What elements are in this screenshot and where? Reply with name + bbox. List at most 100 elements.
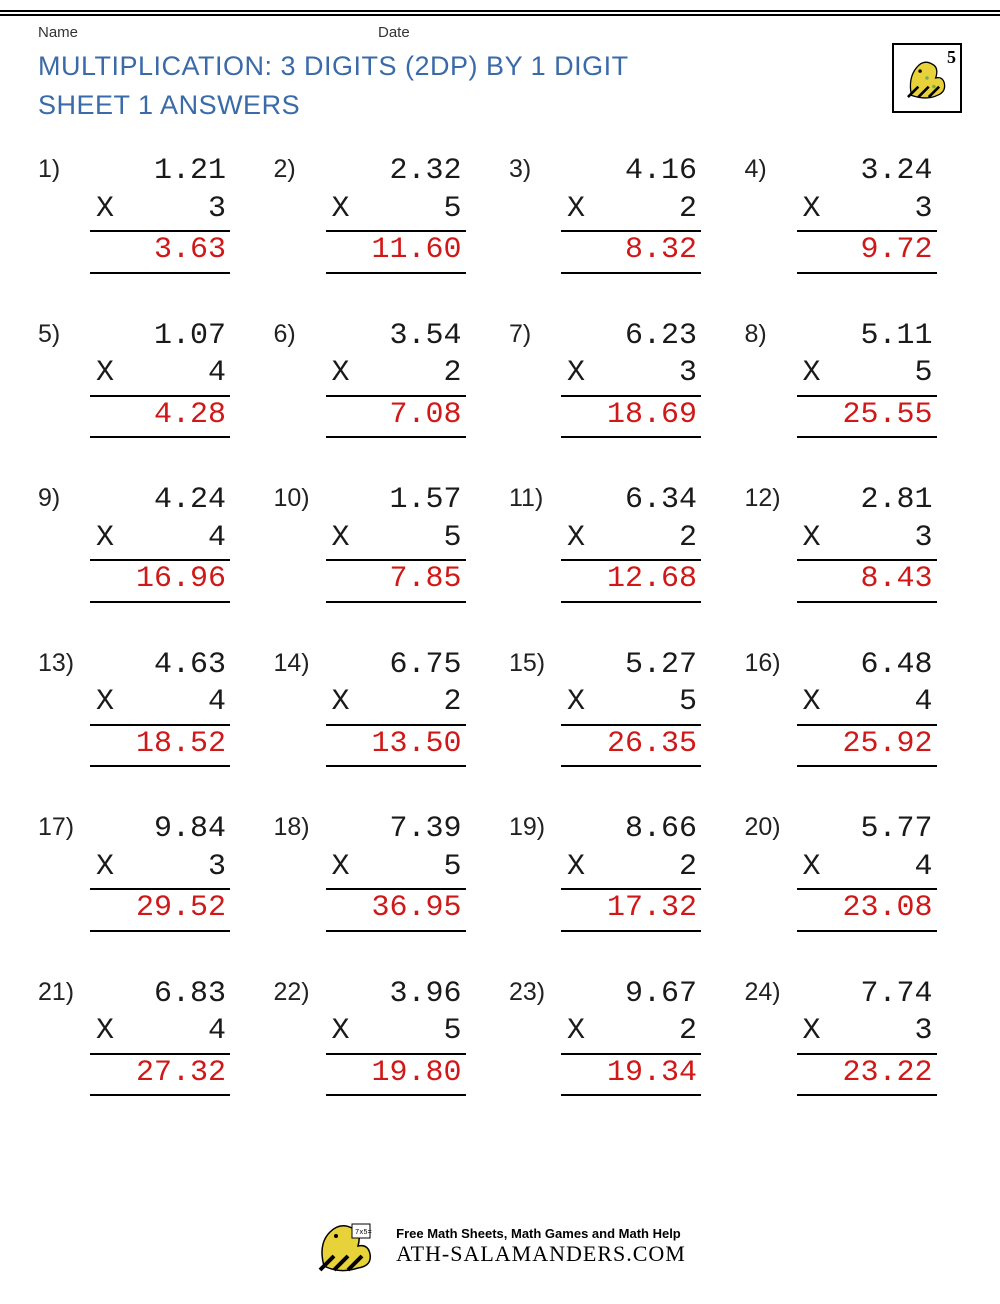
grade-badge: 5 xyxy=(892,43,962,113)
problem: 3)4.16X28.32 xyxy=(509,153,727,274)
times-symbol: X xyxy=(332,520,350,558)
worksheet-page: Name Date MULTIPLICATION: 3 DIGITS (2DP)… xyxy=(0,24,1000,1096)
problem: 10)1.57X57.85 xyxy=(274,482,492,603)
problem: 22)3.96X519.80 xyxy=(274,976,492,1097)
multiplier-row: X4 xyxy=(90,1013,230,1055)
answer: 27.32 xyxy=(90,1055,230,1097)
times-symbol: X xyxy=(332,191,350,229)
answer: 26.35 xyxy=(561,726,701,768)
multiplier: 4 xyxy=(208,1013,226,1051)
times-symbol: X xyxy=(332,849,350,887)
problem-stack: 6.75X213.50 xyxy=(326,647,466,768)
multiplicand: 6.48 xyxy=(797,647,937,685)
times-symbol: X xyxy=(332,355,350,393)
times-symbol: X xyxy=(567,191,585,229)
multiplicand: 5.11 xyxy=(797,318,937,356)
problem-stack: 6.34X212.68 xyxy=(561,482,701,603)
problem: 2)2.32X511.60 xyxy=(274,153,492,274)
footer: 7x5= Free Math Sheets, Math Games and Ma… xyxy=(0,1216,1000,1276)
multiplier-row: X2 xyxy=(561,849,701,891)
multiplier: 4 xyxy=(208,684,226,722)
problem-stack: 1.57X57.85 xyxy=(326,482,466,603)
problem-stack: 4.63X418.52 xyxy=(90,647,230,768)
footer-site: ATH-SALAMANDERS.COM xyxy=(396,1241,686,1267)
problem-number: 13) xyxy=(38,647,90,678)
answer: 3.63 xyxy=(90,232,230,274)
answer: 25.55 xyxy=(797,397,937,439)
multiplier-row: X3 xyxy=(90,849,230,891)
problem: 19)8.66X217.32 xyxy=(509,811,727,932)
multiplier-row: X2 xyxy=(561,191,701,233)
multiplier-row: X2 xyxy=(561,520,701,562)
multiplier: 3 xyxy=(208,849,226,887)
multiplier-row: X4 xyxy=(90,684,230,726)
multiplier: 5 xyxy=(443,520,461,558)
header-row: MULTIPLICATION: 3 DIGITS (2DP) BY 1 DIGI… xyxy=(38,47,962,125)
answer: 12.68 xyxy=(561,561,701,603)
problem-stack: 2.32X511.60 xyxy=(326,153,466,274)
times-symbol: X xyxy=(96,684,114,722)
multiplier-row: X4 xyxy=(90,355,230,397)
meta-row: Name Date xyxy=(38,24,962,41)
times-symbol: X xyxy=(96,191,114,229)
problem-number: 6) xyxy=(274,318,326,349)
times-symbol: X xyxy=(803,355,821,393)
multiplier-row: X5 xyxy=(326,849,466,891)
problem: 21)6.83X427.32 xyxy=(38,976,256,1097)
multiplier-row: X3 xyxy=(797,520,937,562)
problem-stack: 4.16X28.32 xyxy=(561,153,701,274)
multiplier: 4 xyxy=(208,520,226,558)
title-line-2: SHEET 1 ANSWERS xyxy=(38,86,629,125)
multiplicand: 7.39 xyxy=(326,811,466,849)
times-symbol: X xyxy=(803,849,821,887)
problem-number: 24) xyxy=(745,976,797,1007)
multiplier: 4 xyxy=(914,684,932,722)
grade-number: 5 xyxy=(947,47,956,68)
multiplier-row: X5 xyxy=(326,520,466,562)
multiplicand: 9.67 xyxy=(561,976,701,1014)
multiplier: 5 xyxy=(443,849,461,887)
multiplicand: 9.84 xyxy=(90,811,230,849)
problem-number: 23) xyxy=(509,976,561,1007)
problem: 1)1.21X33.63 xyxy=(38,153,256,274)
problem-stack: 9.67X219.34 xyxy=(561,976,701,1097)
problem-number: 5) xyxy=(38,318,90,349)
times-symbol: X xyxy=(332,684,350,722)
multiplier: 2 xyxy=(679,191,697,229)
problem-stack: 8.66X217.32 xyxy=(561,811,701,932)
times-symbol: X xyxy=(96,520,114,558)
multiplicand: 1.07 xyxy=(90,318,230,356)
problem: 11)6.34X212.68 xyxy=(509,482,727,603)
multiplicand: 6.34 xyxy=(561,482,701,520)
problem-number: 11) xyxy=(509,482,561,513)
times-symbol: X xyxy=(96,1013,114,1051)
problem: 4)3.24X39.72 xyxy=(745,153,963,274)
multiplicand: 3.54 xyxy=(326,318,466,356)
answer: 18.69 xyxy=(561,397,701,439)
problem-stack: 6.23X318.69 xyxy=(561,318,701,439)
problem-stack: 5.77X423.08 xyxy=(797,811,937,932)
times-symbol: X xyxy=(567,355,585,393)
problem-number: 9) xyxy=(38,482,90,513)
answer: 17.32 xyxy=(561,890,701,932)
times-symbol: X xyxy=(803,1013,821,1051)
problem-stack: 6.83X427.32 xyxy=(90,976,230,1097)
problem-stack: 5.27X526.35 xyxy=(561,647,701,768)
problem-stack: 3.24X39.72 xyxy=(797,153,937,274)
problem-stack: 2.81X38.43 xyxy=(797,482,937,603)
footer-tagline: Free Math Sheets, Math Games and Math He… xyxy=(396,1226,686,1241)
problem: 12)2.81X38.43 xyxy=(745,482,963,603)
times-symbol: X xyxy=(96,355,114,393)
multiplier: 2 xyxy=(443,355,461,393)
problem-stack: 6.48X425.92 xyxy=(797,647,937,768)
problem: 15)5.27X526.35 xyxy=(509,647,727,768)
multiplier: 3 xyxy=(914,520,932,558)
answer: 9.72 xyxy=(797,232,937,274)
multiplier: 5 xyxy=(443,1013,461,1051)
problem-number: 3) xyxy=(509,153,561,184)
multiplier-row: X2 xyxy=(326,684,466,726)
problem: 5)1.07X44.28 xyxy=(38,318,256,439)
problem: 16)6.48X425.92 xyxy=(745,647,963,768)
problem-stack: 3.96X519.80 xyxy=(326,976,466,1097)
multiplicand: 2.32 xyxy=(326,153,466,191)
